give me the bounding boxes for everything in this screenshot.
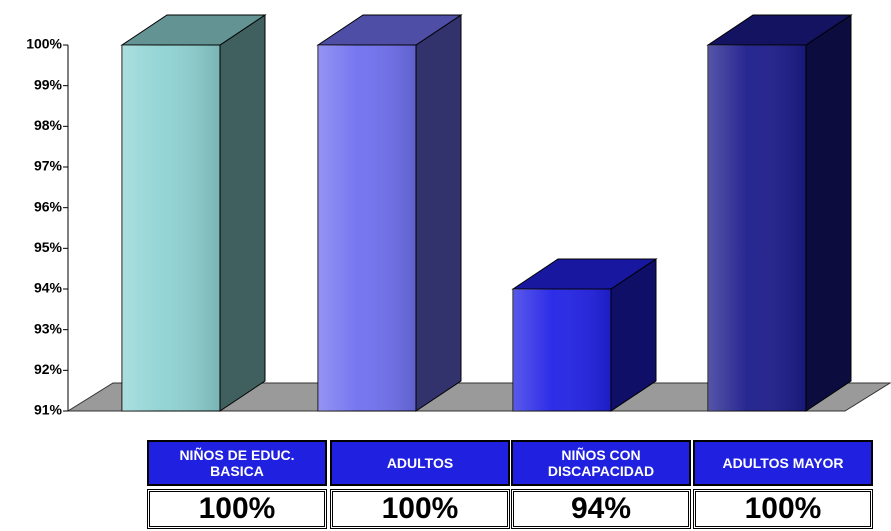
bar-top-shade <box>122 15 265 45</box>
bar-side-shade <box>220 15 265 411</box>
table-header: ADULTOS <box>330 440 510 486</box>
y-tick-label: 94% <box>34 280 63 296</box>
table-header: NIÑOS CON DISCAPACIDAD <box>511 440 691 486</box>
bar-side-shade <box>611 259 656 411</box>
bar-front-shine <box>122 45 220 411</box>
bar-side-shade <box>806 15 851 411</box>
y-tick-label: 96% <box>34 198 63 214</box>
bar-top-shade <box>708 15 851 45</box>
bar <box>120 14 267 412</box>
y-tick-label: 93% <box>34 320 63 336</box>
bar-front-shine <box>708 45 806 411</box>
bar-front-shine <box>318 45 416 411</box>
table-header: ADULTOS MAYOR <box>693 440 873 486</box>
table-header: NIÑOS DE EDUC. BASICA <box>147 440 327 486</box>
table-value: 100% <box>330 489 510 529</box>
y-tick-label: 95% <box>34 239 63 255</box>
bar-top-shade <box>513 259 656 289</box>
table-value: 100% <box>693 489 873 529</box>
table-value: 100% <box>147 489 327 529</box>
y-tick-label: 97% <box>34 158 63 174</box>
table-value: 94% <box>511 489 691 529</box>
y-tick-label: 91% <box>34 402 63 418</box>
bar-top-shade <box>318 15 461 45</box>
y-tick-label: 99% <box>34 76 63 92</box>
y-tick-label: 100% <box>26 36 62 52</box>
bar-side-shade <box>416 15 461 411</box>
y-tick-label: 98% <box>34 117 63 133</box>
bar <box>316 14 463 412</box>
bar <box>706 14 853 412</box>
y-tick-label: 92% <box>34 361 63 377</box>
bar <box>511 258 658 412</box>
bar-front-shine <box>513 289 611 411</box>
